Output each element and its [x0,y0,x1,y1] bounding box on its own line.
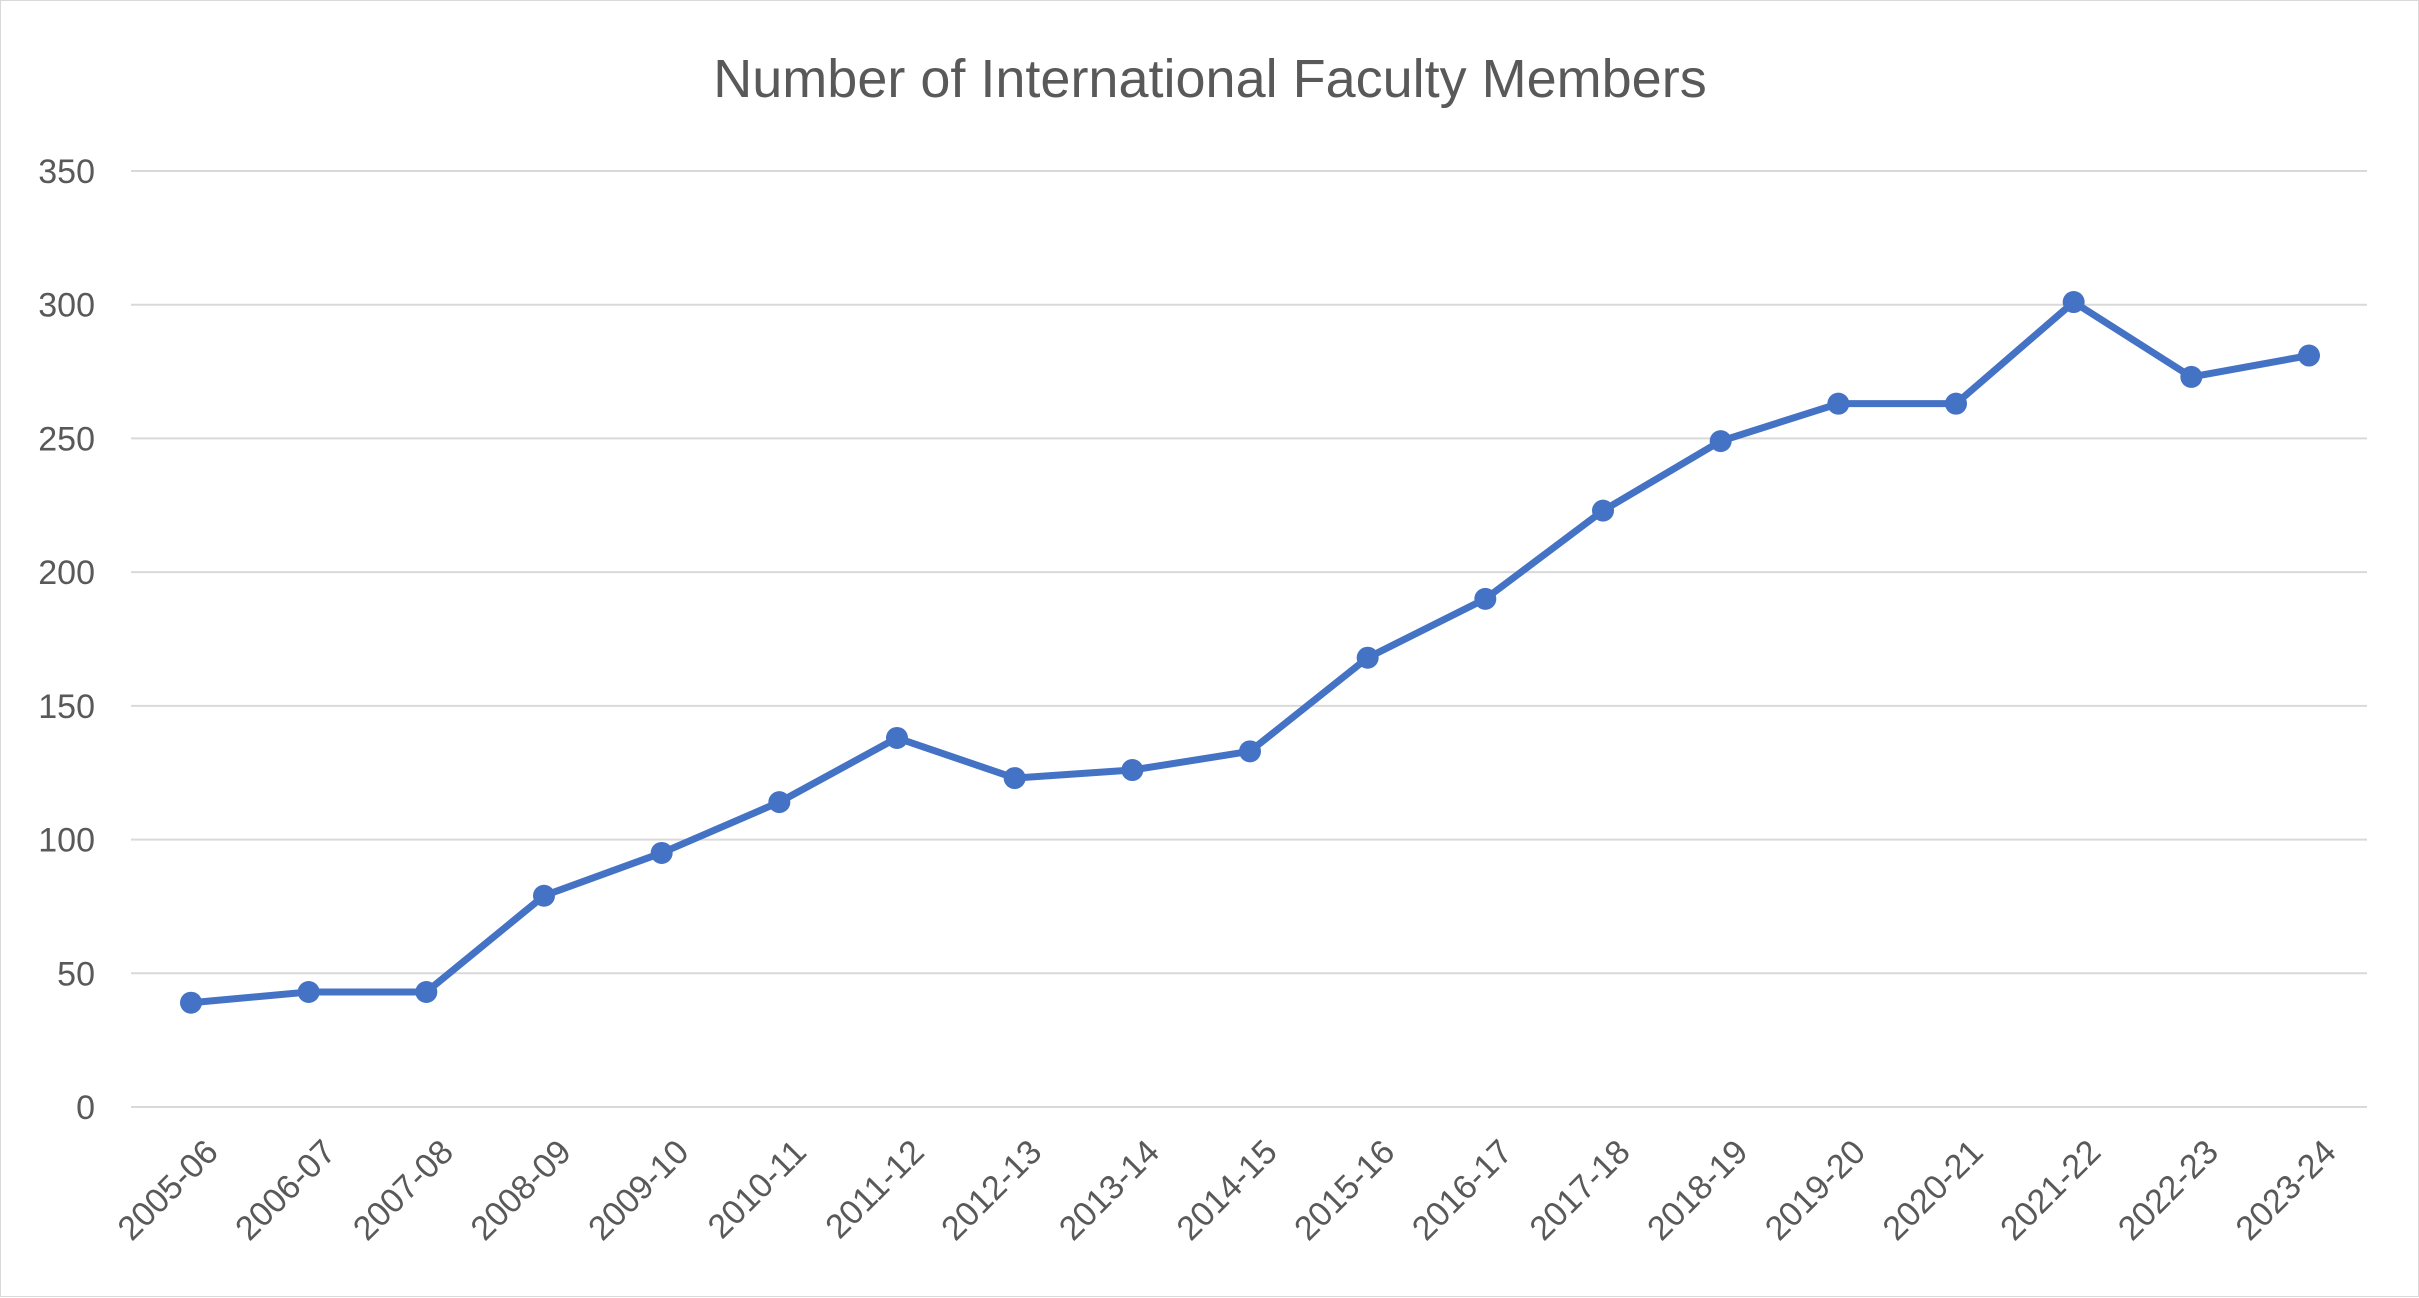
data-point [415,981,438,1004]
data-point [650,841,673,864]
x-tick-label: 2018-19 [1640,1133,1755,1248]
x-tick-label: 2006-07 [228,1133,343,1248]
y-tick-label: 50 [57,955,95,993]
data-point [1945,392,1967,415]
data-point [180,991,202,1014]
data-point [886,726,908,749]
x-tick-label: 2019-20 [1758,1133,1873,1248]
y-tick-label: 350 [38,153,95,191]
y-tick-label: 150 [38,688,95,726]
x-axis-tick-labels: 2005-06 2006-07 2007-08 2008-09 2009-10 2010-… [111,1133,2344,1248]
y-tick-label: 250 [38,420,95,458]
series-layer [180,291,2320,1014]
data-point [768,791,791,814]
data-point [2180,365,2203,388]
x-tick-label: 2015-16 [1287,1133,1402,1248]
data-point [1827,392,1850,415]
y-tick-label: 0 [76,1089,95,1127]
data-point [1709,430,1732,453]
x-tick-label: 2021-22 [1993,1133,2108,1248]
data-point [1121,759,1144,782]
data-point [2062,291,2085,314]
x-tick-label: 2010-11 [701,1133,814,1246]
x-tick-label: 2022-23 [2111,1133,2226,1248]
x-tick-label: 2016-17 [1405,1133,1520,1248]
data-point [1239,740,1261,763]
x-tick-label: 2008-09 [464,1133,579,1248]
data-point [1474,587,1497,610]
data-point [1003,767,1026,790]
x-tick-label: 2005-06 [111,1133,226,1248]
data-point [1356,646,1379,669]
gridlines [131,170,2367,1108]
data-point [297,981,320,1004]
data-point [2298,344,2320,367]
x-tick-label: 2023-24 [2229,1133,2344,1248]
x-tick-label: 2013-14 [1052,1133,1167,1248]
x-tick-label: 2014-15 [1170,1133,1285,1248]
y-tick-label: 200 [38,554,95,592]
x-tick-label: 2012-13 [934,1133,1049,1248]
chart-title: Number of International Faculty Members [713,49,1706,109]
data-point [533,884,555,907]
data-point [1592,499,1614,522]
x-tick-label: 2009-10 [581,1133,696,1248]
x-tick-label: 2020-21 [1876,1133,1991,1248]
y-tick-label: 300 [38,287,95,325]
y-tick-label: 100 [38,822,95,860]
series-line [187,298,2313,1007]
x-tick-label: 2017-18 [1523,1133,1638,1248]
x-tick-label: 2011-12 [818,1133,931,1246]
y-axis-tick-labels: 0 50 100 150 200 250 300 350 [38,153,95,1127]
x-tick-label: 2007-08 [346,1133,461,1248]
